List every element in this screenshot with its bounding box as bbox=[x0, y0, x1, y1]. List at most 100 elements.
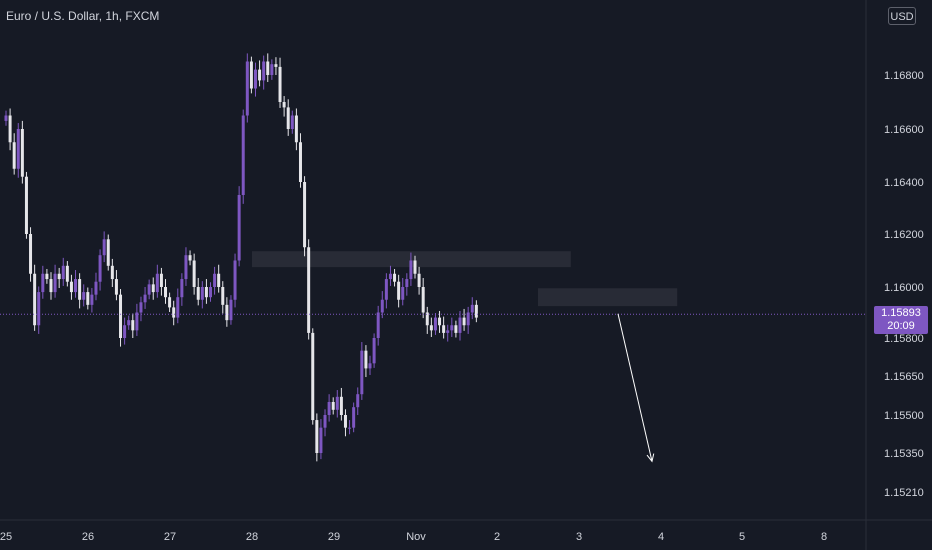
candle-body-51 bbox=[213, 273, 217, 287]
candle-body-69 bbox=[286, 107, 290, 129]
candle-body-9 bbox=[41, 273, 45, 293]
candle-body-72 bbox=[298, 142, 302, 182]
candle-body-7 bbox=[33, 273, 37, 326]
candle-body-3 bbox=[16, 129, 20, 169]
candle-body-92 bbox=[380, 299, 384, 313]
candle-body-94 bbox=[388, 273, 392, 280]
currency-selector[interactable]: USD bbox=[888, 7, 916, 25]
candle-body-93 bbox=[384, 279, 388, 300]
candle-body-1 bbox=[8, 115, 12, 143]
last-price-value: 1.15893 bbox=[881, 307, 921, 319]
candle-body-5 bbox=[24, 176, 28, 234]
supply-zone-2 bbox=[538, 288, 678, 307]
y-tick-label-0: 1.16800 bbox=[884, 70, 924, 82]
candle-body-38 bbox=[159, 273, 163, 287]
candle-body-62 bbox=[258, 69, 262, 81]
candle-body-65 bbox=[270, 64, 274, 75]
candle-body-102 bbox=[421, 287, 425, 313]
candle-body-17 bbox=[74, 279, 78, 293]
candle-body-110 bbox=[454, 325, 458, 333]
last-price-badge: 1.15893 20:09 bbox=[874, 306, 928, 334]
candle-body-36 bbox=[151, 284, 155, 293]
y-tick-label-9: 1.15210 bbox=[884, 487, 924, 499]
candle-body-28 bbox=[119, 294, 123, 338]
candle-body-54 bbox=[225, 304, 229, 321]
candle-body-59 bbox=[245, 61, 249, 116]
candle-body-66 bbox=[274, 64, 278, 67]
candle-body-68 bbox=[282, 102, 286, 108]
candle-body-25 bbox=[106, 239, 110, 266]
candle-body-32 bbox=[135, 312, 139, 331]
candle-body-101 bbox=[417, 273, 421, 287]
candle-body-81 bbox=[335, 396, 339, 410]
candle-body-33 bbox=[139, 302, 143, 313]
candle-body-113 bbox=[466, 312, 470, 326]
candle-body-47 bbox=[196, 287, 200, 300]
y-tick-label-7: 1.15500 bbox=[884, 410, 924, 422]
x-tick-label-6: 2 bbox=[494, 531, 500, 543]
candle-body-11 bbox=[49, 279, 53, 293]
candle-body-89 bbox=[368, 363, 372, 369]
candle-body-21 bbox=[90, 294, 94, 305]
candle-body-43 bbox=[180, 279, 184, 298]
candle-body-108 bbox=[446, 330, 450, 333]
candle-body-6 bbox=[29, 234, 33, 274]
candle-body-39 bbox=[164, 287, 168, 298]
y-tick-label-2: 1.16400 bbox=[884, 177, 924, 189]
candle-body-26 bbox=[110, 265, 114, 280]
candle-body-86 bbox=[356, 394, 360, 408]
candle-body-70 bbox=[290, 115, 294, 129]
candle-body-91 bbox=[376, 312, 380, 338]
candle-body-34 bbox=[143, 294, 147, 303]
candle-body-0 bbox=[4, 115, 8, 121]
symbol-title[interactable]: Euro / U.S. Dollar, 1h, FXCM bbox=[6, 9, 160, 23]
candle-body-27 bbox=[114, 279, 118, 295]
candle-body-104 bbox=[429, 325, 433, 331]
candle-body-67 bbox=[278, 66, 282, 102]
candle-body-10 bbox=[45, 273, 49, 280]
candle-body-77 bbox=[319, 427, 323, 453]
x-tick-label-4: 29 bbox=[328, 531, 340, 543]
candle-body-98 bbox=[405, 279, 409, 287]
candle-body-88 bbox=[364, 350, 368, 369]
x-tick-label-1: 26 bbox=[82, 531, 94, 543]
y-tick-label-8: 1.15350 bbox=[884, 448, 924, 460]
candle-body-103 bbox=[425, 312, 429, 326]
candle-body-53 bbox=[221, 287, 225, 305]
candle-body-35 bbox=[147, 284, 151, 295]
candle-body-48 bbox=[200, 287, 204, 300]
candle-body-19 bbox=[82, 292, 86, 300]
candle-body-109 bbox=[450, 325, 454, 331]
candle-body-37 bbox=[155, 273, 159, 293]
candle-body-99 bbox=[409, 260, 413, 280]
candle-body-74 bbox=[307, 247, 311, 333]
candle-body-84 bbox=[348, 427, 352, 429]
candle-body-60 bbox=[249, 61, 253, 89]
forecast-arrow-head bbox=[646, 453, 655, 463]
x-tick-label-5: Nov bbox=[406, 531, 426, 543]
y-tick-label-5: 1.15800 bbox=[884, 333, 924, 345]
candle-body-50 bbox=[209, 287, 212, 298]
candle-body-106 bbox=[438, 317, 442, 326]
x-tick-label-7: 3 bbox=[576, 531, 582, 543]
candle-body-58 bbox=[241, 115, 245, 195]
candle-body-49 bbox=[204, 287, 208, 298]
candle-body-73 bbox=[303, 182, 307, 248]
candle-body-45 bbox=[188, 255, 192, 261]
candle-body-24 bbox=[102, 239, 106, 256]
candle-body-22 bbox=[94, 281, 98, 295]
candle-body-14 bbox=[61, 265, 65, 280]
candle-body-61 bbox=[253, 69, 257, 89]
candle-body-115 bbox=[474, 304, 478, 318]
candle-body-112 bbox=[462, 317, 466, 326]
candle-body-40 bbox=[168, 297, 172, 308]
candle-body-87 bbox=[360, 350, 364, 395]
candle-body-31 bbox=[131, 320, 135, 331]
candle-body-100 bbox=[413, 260, 417, 274]
candle-body-78 bbox=[323, 415, 327, 428]
candle-body-83 bbox=[343, 415, 347, 428]
candle-body-76 bbox=[315, 420, 319, 453]
